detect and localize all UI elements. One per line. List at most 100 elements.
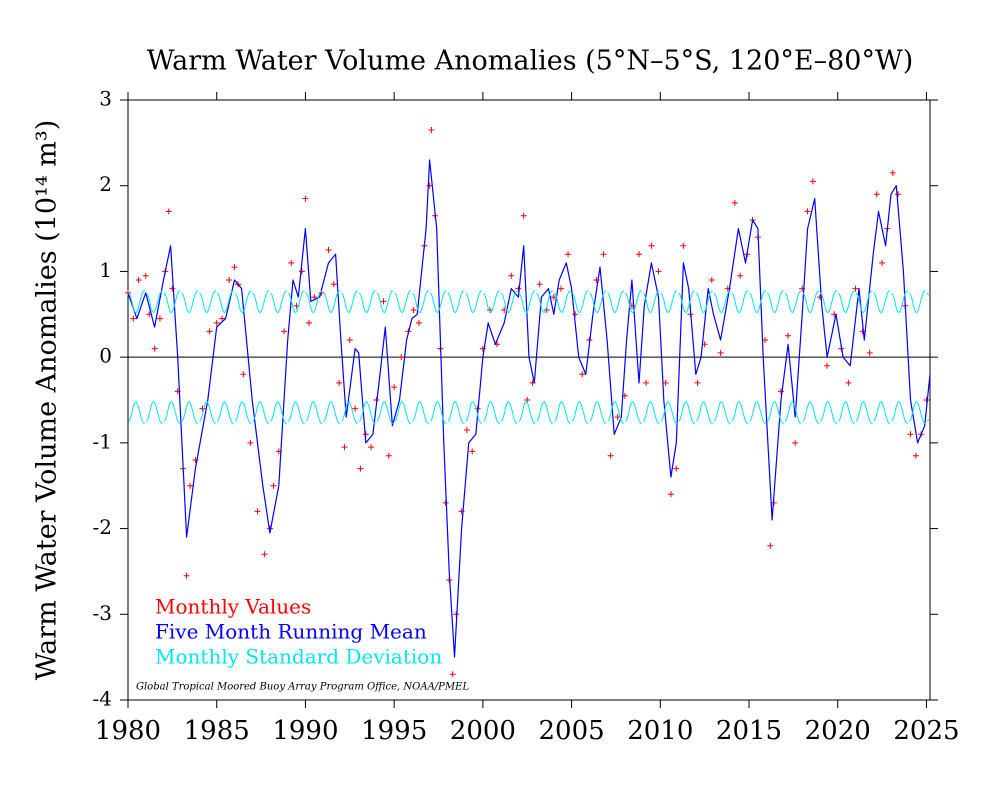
std-line: [554, 290, 571, 314]
credit: Global Tropical Moored Buoy Array Progra…: [136, 682, 469, 693]
monthly-point: [352, 405, 359, 412]
monthly-point: [536, 281, 543, 288]
std-line: [217, 290, 234, 314]
monthly-point: [336, 379, 343, 386]
monthly-point: [270, 482, 277, 489]
std-line: [128, 290, 145, 314]
std-line: [731, 401, 749, 424]
monthly-point: [288, 259, 295, 266]
monthly-point: [662, 379, 669, 386]
std-line: [270, 290, 287, 314]
y-tick-label: -3: [93, 601, 112, 625]
std-line: [571, 401, 589, 424]
std-line: [802, 290, 820, 314]
monthly-point: [648, 242, 655, 249]
monthly-point: [636, 251, 643, 258]
monthly-point: [391, 384, 398, 391]
std-line: [926, 292, 930, 296]
monthly-point: [135, 277, 142, 283]
monthly-point: [804, 208, 811, 215]
std-line: [607, 401, 625, 424]
std-line: [838, 290, 855, 314]
std-line: [358, 401, 376, 424]
std-line: [554, 401, 571, 424]
std-line: [625, 290, 642, 314]
std-line: [802, 401, 820, 424]
std-line: [146, 401, 163, 424]
x-tick-label: 1990: [272, 716, 338, 746]
std-line: [429, 290, 447, 314]
monthly-point: [415, 319, 422, 326]
monthly-point: [169, 285, 176, 292]
std-line: [908, 400, 926, 424]
monthly-point: [873, 191, 880, 198]
monthly-point: [845, 379, 852, 386]
std-line: [784, 400, 802, 424]
monthly-point: [889, 169, 896, 176]
std-line: [483, 401, 500, 424]
monthly-point: [479, 345, 486, 352]
monthly-point: [281, 328, 288, 335]
std-line: [128, 400, 145, 424]
monthly-point: [187, 482, 194, 489]
std-line: [287, 290, 305, 314]
monthly-point: [410, 307, 417, 313]
monthly-point: [330, 281, 337, 288]
std-line: [358, 290, 376, 314]
std-line: [660, 400, 678, 424]
std-line: [376, 400, 394, 424]
std-line: [394, 290, 412, 314]
std-line: [855, 290, 873, 314]
std-line: [199, 290, 216, 314]
std-line: [305, 401, 323, 424]
std-line: [518, 401, 536, 424]
monthly-point: [213, 319, 220, 326]
std-line: [429, 401, 447, 424]
std-line: [376, 290, 394, 314]
monthly-point: [261, 551, 268, 558]
std-line: [908, 290, 926, 314]
monthly-point: [708, 277, 715, 283]
x-tick-label: 2015: [716, 716, 782, 746]
monthly-point: [125, 289, 131, 296]
legend-entry: Monthly Standard Deviation: [155, 645, 442, 669]
monthly-point: [357, 465, 364, 472]
monthly-point: [717, 349, 724, 356]
monthly-point: [341, 444, 348, 451]
monthly-point: [520, 212, 527, 219]
monthly-point: [737, 272, 744, 279]
monthly-point: [142, 272, 149, 279]
std-line: [518, 290, 536, 314]
std-line: [500, 400, 518, 424]
monthly-point: [792, 439, 799, 446]
monthly-point: [385, 452, 392, 459]
monthly-point: [231, 264, 238, 271]
std-line: [412, 401, 429, 424]
monthly-point: [643, 379, 650, 386]
y-tick-label: -1: [93, 429, 112, 453]
monthly-point: [165, 208, 172, 215]
std-line: [234, 401, 252, 424]
monthly-point: [226, 277, 233, 283]
std-line: [465, 290, 483, 314]
std-line: [536, 290, 554, 314]
monthly-point: [600, 251, 607, 258]
y-tick-label: -2: [93, 515, 112, 539]
std-line: [536, 400, 554, 424]
x-tick-label: 1980: [95, 716, 161, 746]
x-tick-label: 2000: [450, 716, 516, 746]
std-line: [749, 401, 766, 424]
std-line: [252, 400, 270, 424]
std-line: [287, 401, 305, 424]
monthly-point: [673, 465, 680, 472]
std-line: [820, 290, 837, 314]
std-line: [873, 290, 891, 314]
std-line: [199, 401, 216, 424]
monthly-point: [183, 572, 190, 579]
monthly-point: [923, 397, 930, 403]
std-line: [571, 290, 589, 314]
monthly-point: [515, 285, 522, 292]
monthly-point: [579, 371, 586, 378]
monthly-point: [368, 444, 375, 451]
